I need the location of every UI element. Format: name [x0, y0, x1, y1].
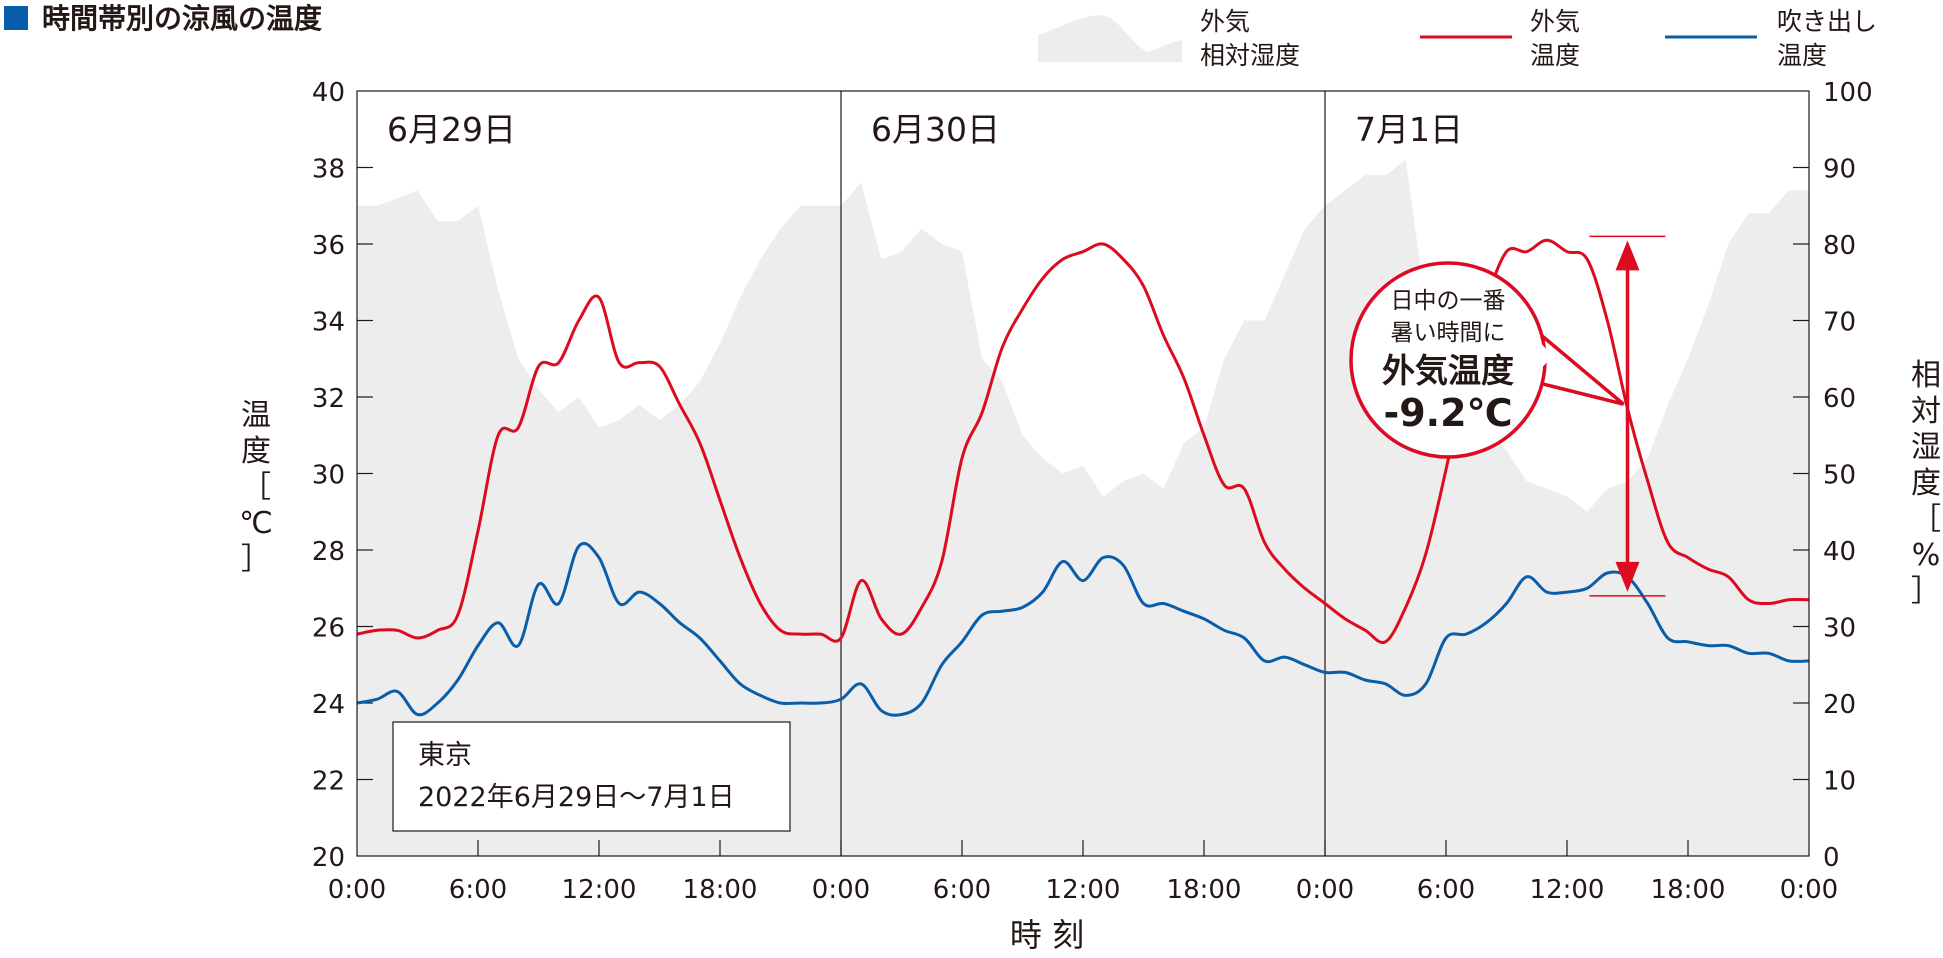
y-right-tick-label: 10 [1823, 767, 1856, 797]
day-label: 6月29日 [387, 110, 516, 149]
y-left-tick-label: 26 [312, 614, 345, 644]
y-left-tick-label: 22 [312, 767, 345, 797]
x-tick-label: 18:00 [1651, 875, 1726, 905]
y-axis-left-title-char: 温 [241, 398, 271, 433]
y-right-tick-label: 60 [1823, 384, 1856, 414]
y-left-tick-label: 38 [312, 155, 345, 185]
y-right-tick-label: 90 [1823, 155, 1856, 185]
x-tick-label: 0:00 [812, 875, 870, 905]
annotation-callout-pointer [1533, 326, 1625, 406]
y-left-tick-label: 20 [312, 843, 345, 873]
legend-outlet-label-1: 吹き出し [1777, 7, 1877, 36]
location-box-line-1: 東京 [418, 740, 472, 771]
x-tick-label: 18:00 [683, 875, 758, 905]
y-left-tick-label: 28 [312, 537, 345, 567]
x-tick-label: 6:00 [1417, 875, 1475, 905]
annotation-text-line-1: 日中の一番 [1391, 288, 1506, 314]
legend-humidity-swatch [1038, 15, 1182, 62]
legend-outlet-label-2: 温度 [1777, 41, 1827, 70]
y-right-tick-label: 20 [1823, 690, 1856, 720]
day-label: 6月30日 [871, 110, 1000, 149]
y-right-tick-label: 100 [1823, 78, 1873, 108]
y-left-tick-label: 34 [312, 308, 345, 338]
x-axis-title: 時 刻 [1010, 916, 1084, 954]
x-tick-label: 12:00 [562, 875, 637, 905]
legend-outdoor-label-2: 温度 [1530, 41, 1580, 70]
x-tick-label: 0:00 [1296, 875, 1354, 905]
annotation-arrow-head-up [1615, 240, 1640, 271]
y-axis-right-title: 相対湿度［%］ [1911, 358, 1941, 609]
title-square-icon [4, 6, 28, 30]
legend-outdoor-label-1: 外気 [1530, 7, 1580, 36]
legend-humidity-label-2: 相対湿度 [1200, 41, 1300, 70]
location-box-frame [392, 721, 791, 832]
y-axis-left-title-char: 度 [241, 434, 271, 469]
y-left-tick-label: 32 [312, 384, 345, 414]
x-tick-label: 0:00 [1780, 875, 1838, 905]
y-axis-right-title-char: 相 [1911, 358, 1941, 393]
outdoor-temperature-line [356, 238, 1810, 645]
legend-humidity-label-1: 外気 [1200, 7, 1250, 36]
y-right-tick-label: 40 [1823, 537, 1856, 567]
plot-frame [356, 90, 1810, 857]
temperature-lines [356, 238, 1810, 717]
x-tick-label: 0:00 [328, 875, 386, 905]
y-right-tick-label: 70 [1823, 308, 1856, 338]
chart-title: 時間帯別の涼風の温度 [42, 2, 322, 35]
y-axis-right-title-char: 度 [1911, 466, 1941, 501]
y-left-tick-label: 30 [312, 461, 345, 491]
humidity-area-layer [357, 159, 1809, 856]
y-axis-left-title-char: ℃ [239, 506, 273, 541]
y-axis-left-title-char: ］ [241, 542, 271, 577]
y-left-tick-label: 40 [312, 78, 345, 108]
x-tick-label: 18:00 [1167, 875, 1242, 905]
x-tick-label: 6:00 [449, 875, 507, 905]
axis-labels: 20 22 24 26 28 30 32 34 36 38 40 0 10 20 30 40 50 60 70 80 9… [312, 78, 1873, 905]
y-axis-right-title-char: % [1912, 538, 1941, 573]
x-tick-label: 12:00 [1530, 875, 1605, 905]
y-axis-right-title-char: ［ [1911, 502, 1941, 537]
y-right-tick-label: 30 [1823, 614, 1856, 644]
y-axis-left-title: 温度［℃］ [239, 398, 273, 577]
y-left-tick-label: 24 [312, 690, 345, 720]
outlet-temperature-line [356, 541, 1810, 717]
y-right-tick-label: 50 [1823, 461, 1856, 491]
y-axis-right-title-char: 対 [1911, 394, 1941, 429]
location-box-line-2: 2022年6月29日〜7月1日 [418, 782, 735, 813]
legend: 外気 相対湿度 外気 温度 吹き出し 温度 [1038, 7, 1877, 70]
day-label: 7月1日 [1355, 110, 1463, 149]
day-separators [840, 91, 1326, 856]
annotation-value: -9.2℃ [1383, 391, 1512, 435]
x-tick-label: 6:00 [933, 875, 991, 905]
annotation-text-line-2: 暑い時間に [1391, 320, 1506, 346]
y-left-tick-label: 36 [312, 231, 345, 261]
annotation-callout-joint [1533, 335, 1553, 377]
location-box: 東京 2022年6月29日〜7月1日 [392, 721, 791, 832]
y-axis-right-title-char: 湿 [1911, 430, 1941, 465]
y-right-tick-label: 0 [1823, 843, 1840, 873]
annotation-arrow-head-down [1615, 561, 1640, 592]
y-right-tick-label: 80 [1823, 231, 1856, 261]
x-tick-label: 12:00 [1046, 875, 1121, 905]
y-axis-left-title-char: ［ [241, 470, 271, 505]
annotation-text-line-3: 外気温度 [1382, 351, 1514, 390]
humidity-area [357, 159, 1809, 856]
y-axis-right-title-char: ］ [1911, 574, 1941, 609]
